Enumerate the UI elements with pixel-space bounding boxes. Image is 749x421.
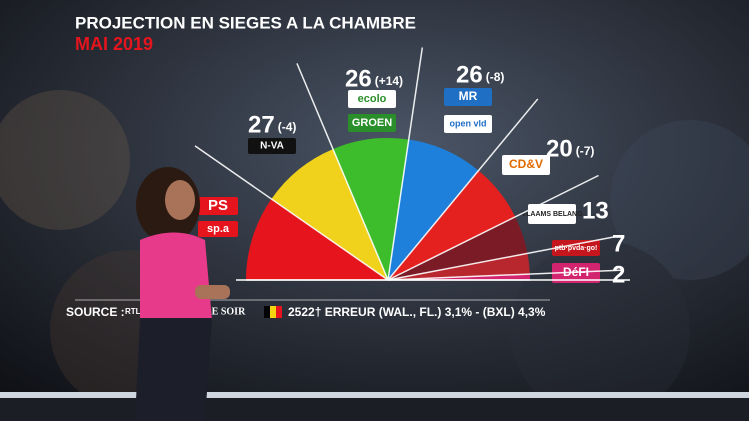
source-text: 2522† ERREUR (WAL., FL.) 3,1% - (BXL) 4,… [288,305,546,319]
party-logo [198,197,238,215]
source-label: SOURCE : [66,305,125,319]
party-name: sp.a [207,223,230,235]
party-name: MR [459,89,478,103]
stage-floor [0,398,749,421]
party-logo [502,155,550,175]
seat-segment [246,198,388,280]
leader-line [387,47,424,281]
seat-count: 26 [345,65,372,92]
party-logo [552,240,600,256]
seat-segment [388,216,528,280]
party-logo [528,204,576,224]
party-name: GROEN [352,117,392,129]
seat-segment [271,149,388,280]
seat-change: (-8) [486,70,505,84]
title: PROJECTION EN SIEGES A LA CHAMBRE [75,13,416,32]
seat-segment [332,138,409,280]
seat-change: (+14) [375,74,403,88]
seat-change: (-7) [576,144,595,158]
party-logo [444,88,492,106]
seat-segment [388,139,479,280]
party-logo [348,114,396,132]
party-logo [552,263,600,283]
party-logo [248,138,296,154]
seat-count: 7 [612,230,625,257]
seat-count: 13 [582,197,609,224]
leader-line [387,235,619,281]
seat-count: 20 [546,135,573,162]
party-name: VLAAMS BELANG [521,211,583,218]
party-name: CD&V [509,157,543,171]
party-name: PS [208,197,228,214]
leader-line [387,269,623,281]
seat-segment [388,170,516,280]
seat-count: 26 [456,61,483,88]
party-name: ecolo [358,93,387,105]
presenter [135,167,230,421]
leader-line [387,98,539,281]
source-item: LE SOIR [205,306,246,317]
seat-change: (-4) [278,120,297,134]
source-item: RTL [125,307,141,316]
flag [276,306,282,318]
flag [264,306,270,318]
leader-line [387,174,599,281]
party-name: N-VA [260,141,284,152]
party-logo [348,90,396,108]
party-name: open vld [449,118,486,128]
party-logo [198,221,238,237]
subtitle: MAI 2019 [75,34,153,54]
leader-line [296,63,389,281]
leader-line [194,145,389,281]
party-logo [444,115,492,133]
party-name: ptb·pvda·go! [555,245,598,252]
stage-light [0,392,749,398]
seat-count: 27 [248,111,275,138]
seat-count: 2 [612,261,625,288]
flag [270,306,276,318]
